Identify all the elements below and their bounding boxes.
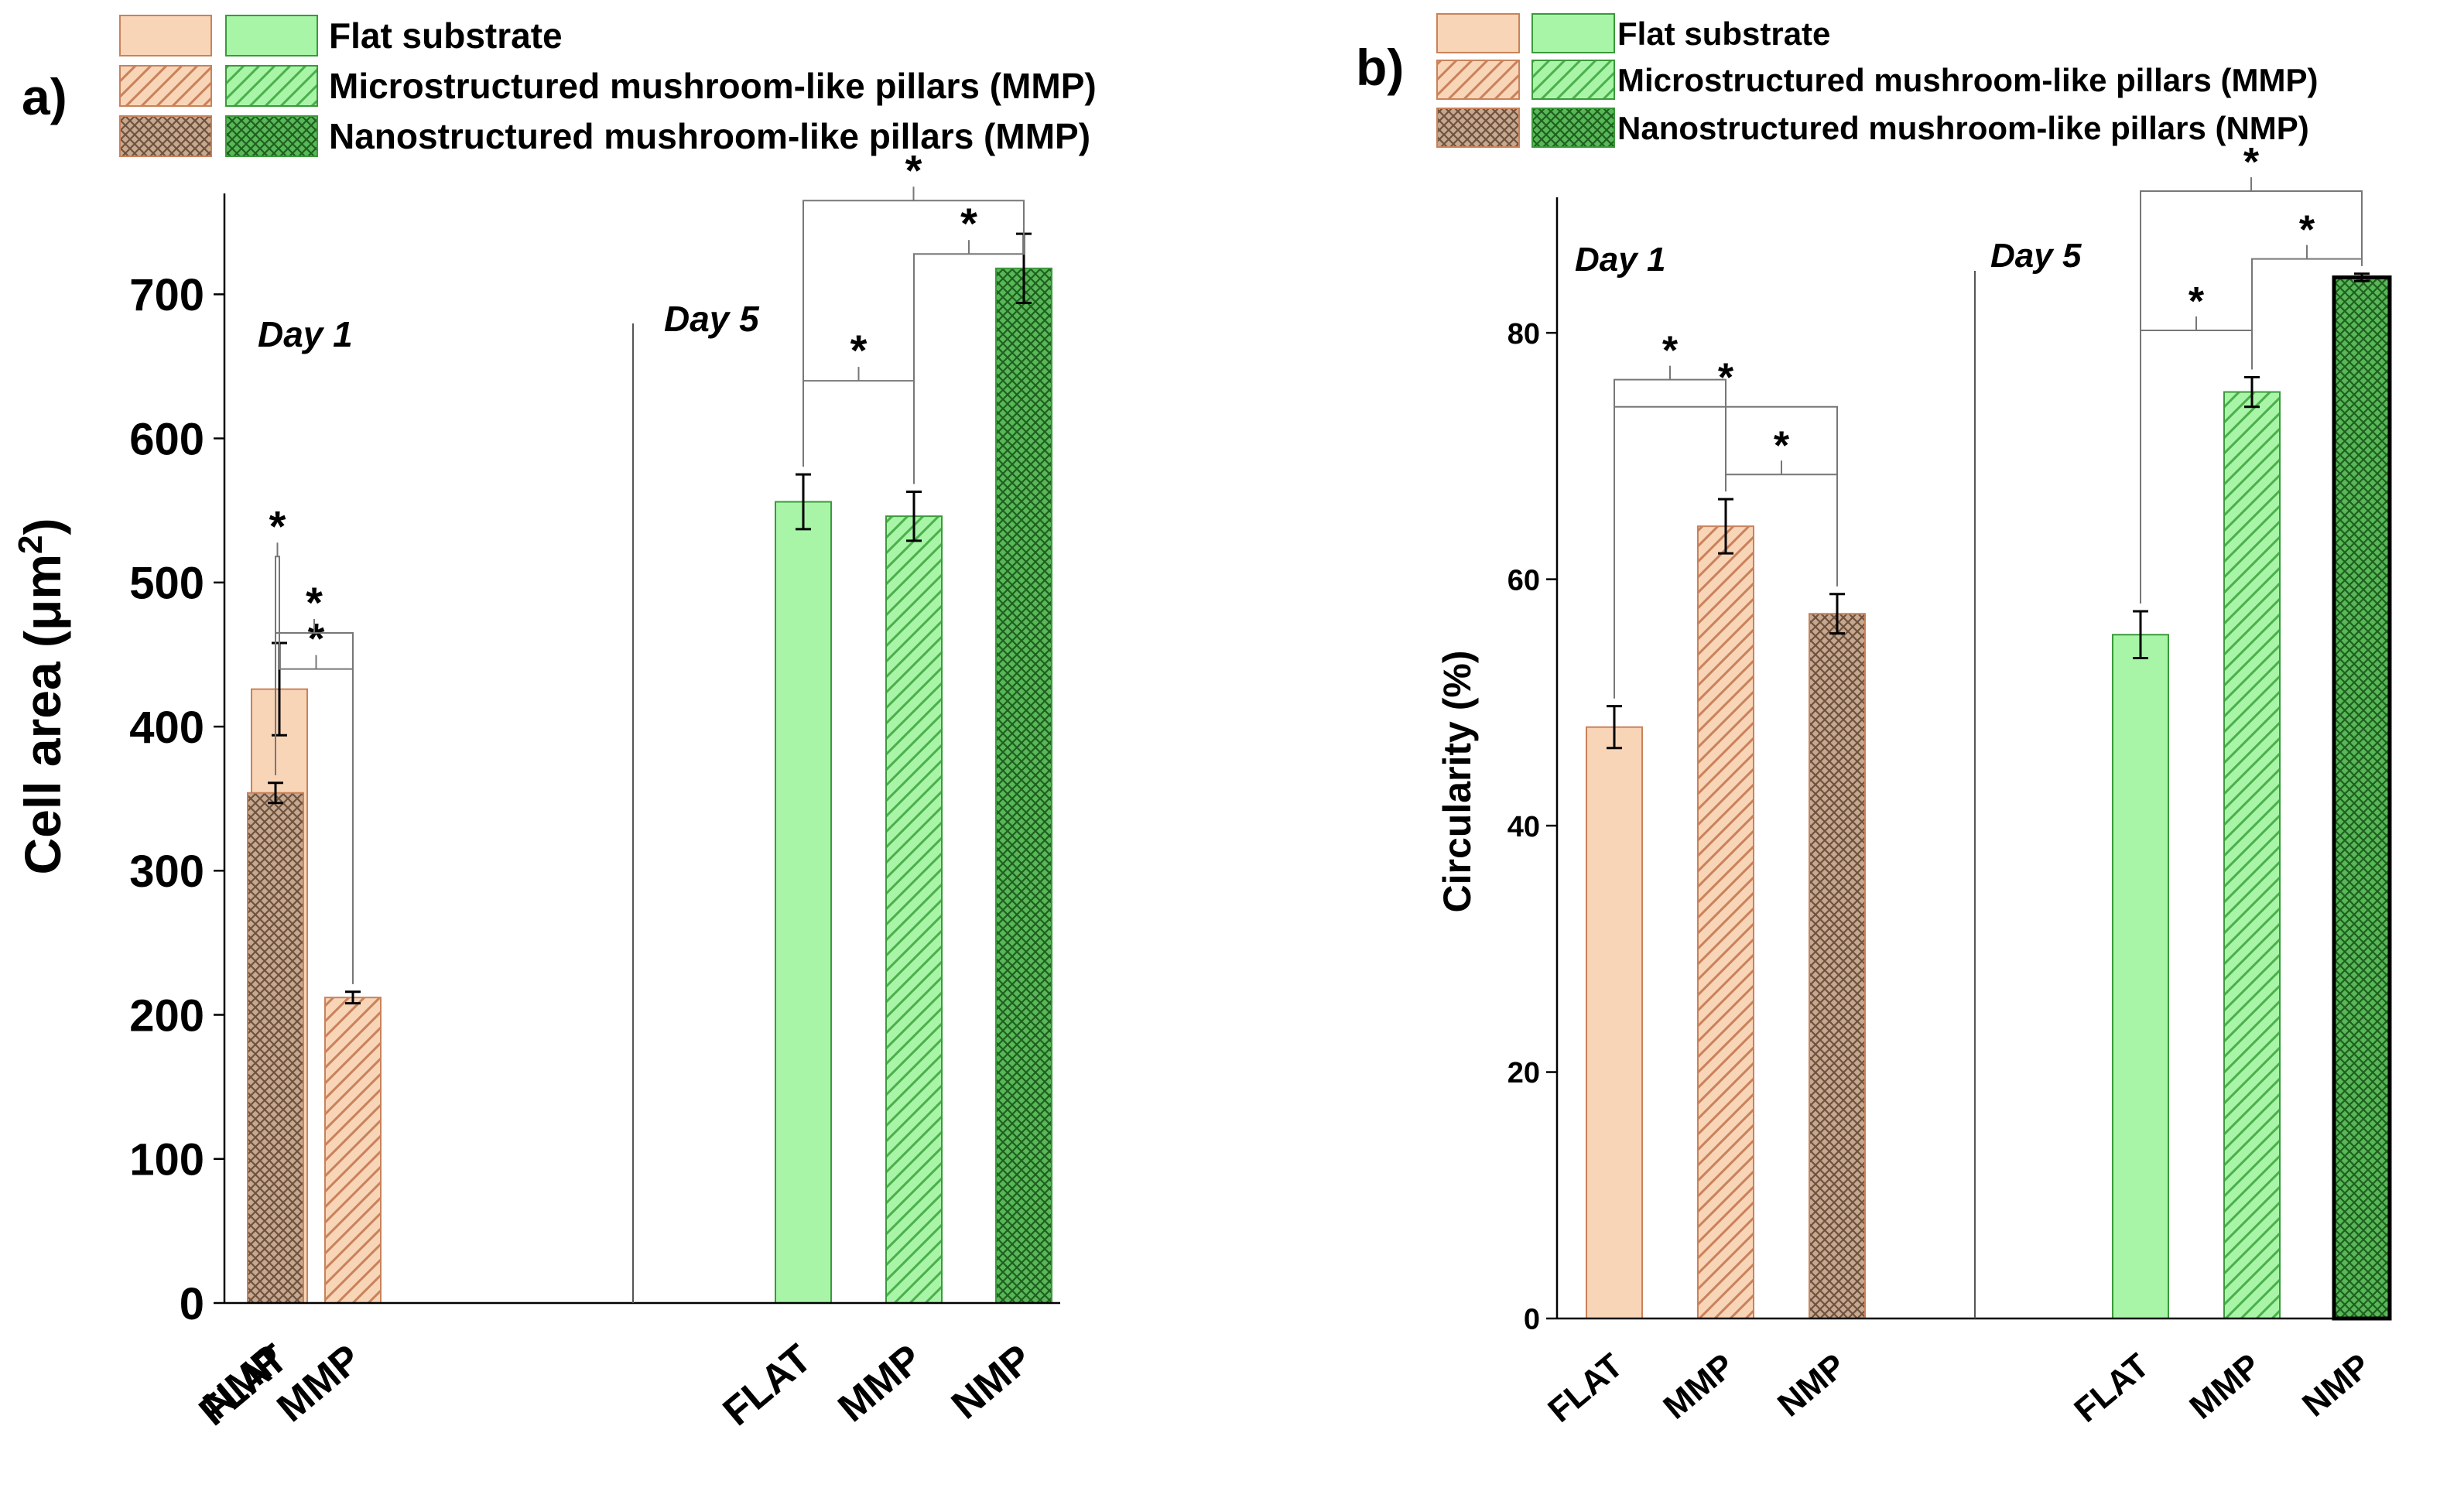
panel-b-legend-entry: Flat substrate [1617, 15, 1830, 52]
panel-a-significance-star: * [308, 614, 325, 663]
panel-a-x-tick-label: MMP [830, 1336, 930, 1431]
panel-a-y-tick-label: 200 [129, 990, 204, 1041]
panel-a-significance-star: * [905, 145, 922, 194]
panel-a-x-tick-label: FLAT [715, 1336, 820, 1435]
panel-b-label: b) [1356, 39, 1404, 96]
panel-a-y-tick-label: 400 [129, 703, 204, 753]
panel-b-y-tick-label: 80 [1507, 318, 1540, 351]
panel-b-y-axis: 0 20 40 60 80 [1507, 197, 1559, 1336]
panel-b-significance-star: * [2243, 140, 2260, 185]
panel-b-day-label: Day 1 [1575, 241, 1665, 279]
panel-b-significance-star: * [1774, 423, 1790, 468]
panel-a-x-tick-label: NMP [943, 1336, 1041, 1428]
panel-a-significance-star: * [850, 326, 868, 374]
panel-b-circularity-chart: b) Flat substrate Microstructured mushroo… [1356, 13, 2392, 1430]
panel-a-legend-swatch-day5 [225, 65, 318, 107]
panel-b-day-label: Day 5 [1990, 237, 2082, 275]
panel-a-legend-swatch-day1 [119, 115, 212, 157]
panel-a-legend-entry: Microstructured mushroom-like pillars (M… [329, 66, 1097, 106]
panel-a-legend: Flat substrate Microstructured mushroom-l… [119, 15, 1097, 157]
panel-b-bar-flat [1586, 726, 1643, 1319]
panel-b-y-tick-label: 40 [1507, 811, 1540, 843]
panel-a-legend-swatch-day5 [225, 15, 318, 56]
panel-b-significance-star: * [1662, 329, 1679, 374]
panel-b-x-tick-label: NMP [1771, 1346, 1853, 1424]
panel-a-significance: ****** [269, 145, 1025, 984]
panel-b-bar-nmp [2332, 275, 2392, 1321]
panel-b-bar-mmp [1697, 525, 1754, 1319]
panel-a-bar-mmp [324, 997, 382, 1305]
panel-a-y-axis-title-superscript: 2 [12, 535, 50, 553]
panel-a-y-tick-label: 0 [180, 1279, 204, 1329]
panel-a-y-tick-label: 700 [129, 270, 204, 320]
panel-b-legend: Flat substrate Microstructured mushroom-l… [1436, 13, 2318, 148]
panel-b-legend-entry: Nanostructured mushroom-like pillars (NM… [1617, 110, 2309, 146]
panel-b-x-tick-label: MMP [1656, 1346, 1741, 1427]
panel-b-x-tick-label: NMP [2295, 1346, 2377, 1424]
panel-b-legend-swatch-day1 [1436, 13, 1520, 53]
panel-a-y-tick-label: 300 [129, 846, 204, 897]
panel-b-significance-star: * [2189, 279, 2205, 324]
panel-a-bar-flat [775, 501, 832, 1304]
panel-b-legend-swatch-day1 [1436, 60, 1520, 100]
panel-a-legend-swatch-day1 [119, 65, 212, 107]
panel-a-y-axis-title: Cell area (μm2) [12, 518, 71, 874]
panel-a-bar-nmp [247, 792, 304, 1304]
panel-b-bar-mmp [2223, 391, 2281, 1320]
panel-b-significance-star: * [2299, 208, 2315, 253]
panel-b-x-tick-label: FLAT [2067, 1346, 2156, 1430]
panel-a-significance-bracket [803, 380, 915, 484]
panel-a-y-tick-label: 100 [129, 1135, 204, 1185]
panel-a-legend-entry: Flat substrate [329, 15, 563, 56]
panel-a-bars: Day 1 Day 5 [247, 232, 1052, 1305]
panel-b-significance-star: * [1718, 356, 1734, 401]
panel-a-y-axis: 0 100 200 300 400 500 600 700 [129, 193, 226, 1329]
panel-b-bar-flat [2112, 634, 2169, 1319]
panel-b-significance: * * * * * * [1614, 140, 2363, 699]
panel-a-cell-area-chart: a) Flat substrate Microstructured mushroo… [12, 15, 1097, 1435]
panel-a-day-label: Day 1 [258, 314, 353, 354]
panel-b-bars: Day 1 Day 5 [1575, 237, 2392, 1321]
panel-a-x-tick-label: MMP [269, 1336, 369, 1431]
panel-b-legend-swatch-day5 [1531, 13, 1615, 53]
panel-a-significance-star: * [306, 578, 323, 627]
panel-a-label: a) [22, 68, 67, 125]
panel-a-significance-star: * [269, 501, 286, 550]
panel-b-legend-entry: Microstructured mushroom-like pillars (M… [1617, 62, 2318, 98]
panel-b-x-tick-label: FLAT [1541, 1346, 1630, 1430]
panel-a-bar-mmp [885, 515, 943, 1304]
panel-b-y-axis-title: Circularity (%) [1436, 651, 1479, 913]
panel-a-y-tick-label: 500 [129, 559, 204, 609]
panel-b-y-tick-label: 0 [1524, 1304, 1540, 1336]
panel-b-legend-swatch-day5 [1531, 108, 1615, 148]
panel-b-y-tick-label: 20 [1507, 1057, 1540, 1089]
panel-b-bar-nmp [1809, 613, 1866, 1319]
panel-a-bar-nmp [995, 267, 1052, 1304]
panel-a-significance-star: * [960, 199, 977, 248]
panel-a-legend-entry: Nanostructured mushroom-like pillars (MM… [329, 116, 1090, 156]
panel-a-y-tick-label: 600 [129, 414, 204, 464]
panel-b-legend-swatch-day5 [1531, 60, 1615, 100]
panel-b-legend-swatch-day1 [1436, 108, 1520, 148]
panel-b-y-tick-label: 60 [1507, 564, 1540, 597]
panel-a-day-label: Day 5 [664, 299, 760, 339]
panel-a-legend-swatch-day5 [225, 115, 318, 157]
panel-a-legend-swatch-day1 [119, 15, 212, 56]
panel-b-x-tick-label: MMP [2182, 1346, 2267, 1427]
